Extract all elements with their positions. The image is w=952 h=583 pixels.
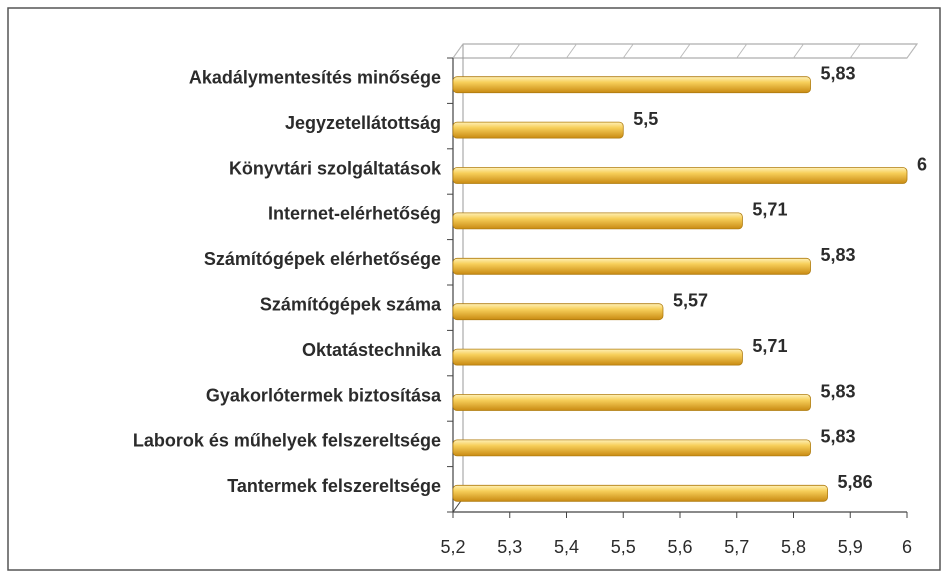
x-tick-label: 5,5	[611, 537, 636, 557]
data-label: 6	[917, 154, 927, 174]
back-wall-tick	[509, 43, 521, 59]
data-label: 5,86	[838, 472, 873, 492]
data-label: 5,71	[752, 200, 787, 220]
data-label: 5,83	[821, 381, 856, 401]
x-tick-label: 5,7	[724, 537, 749, 557]
back-wall-tick	[622, 43, 634, 59]
y-tick-label: Könyvtári szolgáltatások	[229, 158, 442, 178]
data-label: 5,57	[673, 290, 708, 310]
data-label: 5,83	[821, 245, 856, 265]
back-wall-tick	[452, 43, 464, 59]
x-tick-label: 6	[902, 537, 912, 557]
bar	[452, 121, 624, 139]
y-tick-label: Jegyzetellátottság	[285, 113, 441, 133]
x-tick-label: 5,2	[440, 537, 465, 557]
chart-border	[7, 7, 941, 571]
bar	[452, 348, 743, 366]
bar	[452, 257, 811, 275]
back-wall-tick	[736, 43, 748, 59]
bar	[452, 484, 828, 502]
bar	[452, 212, 743, 230]
back-wall-tick	[906, 43, 918, 59]
y-tick-label: Laborok és műhelyek felszereltsége	[133, 431, 441, 451]
back-wall-tick	[793, 43, 804, 59]
bar	[452, 303, 664, 321]
bar	[452, 167, 908, 184]
y-tick-label: Oktatástechnika	[302, 340, 442, 360]
back-wall-tick	[849, 43, 861, 59]
bar	[452, 76, 811, 94]
back-wall-tick	[566, 43, 577, 59]
x-tick-label: 5,6	[667, 537, 692, 557]
x-tick-label: 5,9	[838, 537, 863, 557]
y-tick-label: Gyakorlótermek biztosítása	[206, 385, 442, 405]
y-tick-label: Számítógépek elérhetősége	[204, 249, 441, 269]
y-tick-label: Számítógépek száma	[260, 294, 442, 314]
y-tick-label: Tantermek felszereltsége	[227, 476, 441, 496]
back-wall-tick	[679, 43, 691, 59]
bar	[452, 394, 811, 411]
y-tick-label: Internet-elérhetőség	[268, 204, 441, 224]
x-tick-label: 5,4	[554, 537, 579, 557]
data-label: 5,83	[821, 63, 856, 83]
data-label: 5,5	[633, 109, 658, 129]
bar	[452, 439, 811, 457]
y-tick-label: Akadálymentesítés minősége	[189, 67, 441, 87]
x-tick-label: 5,8	[781, 537, 806, 557]
x-tick-label: 5,3	[497, 537, 522, 557]
data-label: 5,83	[821, 427, 856, 447]
data-label: 5,71	[752, 336, 787, 356]
